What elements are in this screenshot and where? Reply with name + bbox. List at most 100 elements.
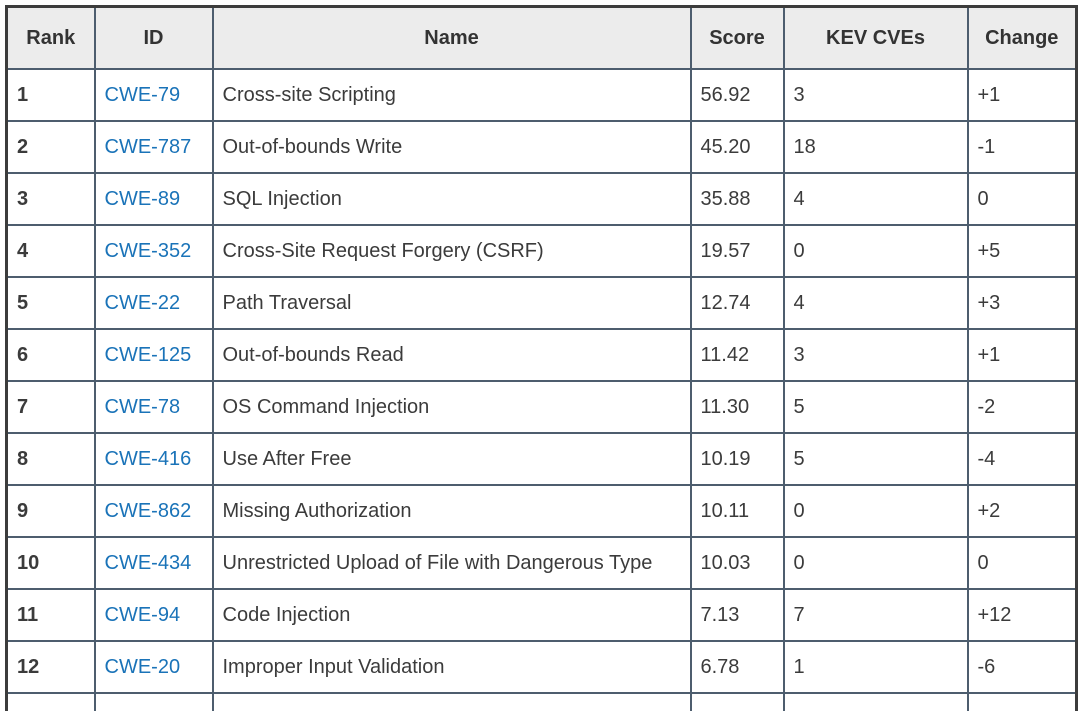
- cell-name: Path Traversal: [211, 276, 692, 330]
- column-header-kev: KEV CVEs: [782, 5, 969, 70]
- cell-change: +12: [966, 588, 1078, 642]
- cell-id: CWE-434: [93, 536, 214, 590]
- cell-kev: 0: [782, 536, 969, 590]
- table-row: 5 CWE-22 Path Traversal 12.74 4 +3: [5, 276, 1078, 330]
- column-header-score: Score: [689, 5, 785, 70]
- table-row: 1 CWE-79 Cross-site Scripting 56.92 3 +1: [5, 68, 1078, 122]
- cell-change: 0: [966, 536, 1078, 590]
- cwe-id-link[interactable]: CWE-89: [104, 188, 181, 210]
- cwe-id-link[interactable]: CWE-352: [104, 240, 192, 262]
- cell-score: 6.78: [689, 640, 785, 694]
- cell-empty: [966, 692, 1078, 711]
- cell-rank: 4: [5, 224, 96, 278]
- cell-kev: 4: [782, 276, 969, 330]
- cell-score: 35.88: [689, 172, 785, 226]
- cell-empty: [93, 692, 214, 711]
- cell-rank: 6: [5, 328, 96, 382]
- cell-id: CWE-862: [93, 484, 214, 538]
- column-header-name: Name: [211, 5, 692, 70]
- cell-id: CWE-787: [93, 120, 214, 174]
- table-row: 2 CWE-787 Out-of-bounds Write 45.20 18 -1: [5, 120, 1078, 174]
- table-row-partial: [5, 692, 1078, 711]
- cell-change: +5: [966, 224, 1078, 278]
- cell-score: 56.92: [689, 68, 785, 122]
- cell-change: +2: [966, 484, 1078, 538]
- cell-change: -4: [966, 432, 1078, 486]
- cell-id: CWE-416: [93, 432, 214, 486]
- cell-rank: 2: [5, 120, 96, 174]
- cell-empty: [689, 692, 785, 711]
- cwe-id-link[interactable]: CWE-22: [104, 292, 181, 314]
- cell-id: CWE-352: [93, 224, 214, 278]
- cwe-id-link[interactable]: CWE-434: [104, 552, 192, 574]
- cell-change: -6: [966, 640, 1078, 694]
- cell-name: Unrestricted Upload of File with Dangero…: [211, 536, 692, 590]
- cell-id: CWE-94: [93, 588, 214, 642]
- cell-name: Use After Free: [211, 432, 692, 486]
- cell-id: CWE-89: [93, 172, 214, 226]
- table-body: 1 CWE-79 Cross-site Scripting 56.92 3 +1 2 CWE-…: [5, 68, 1078, 711]
- cell-kev: 0: [782, 484, 969, 538]
- cell-change: -1: [966, 120, 1078, 174]
- cell-score: 10.03: [689, 536, 785, 590]
- cell-name: SQL Injection: [211, 172, 692, 226]
- cell-rank: 9: [5, 484, 96, 538]
- cell-kev: 1: [782, 640, 969, 694]
- cell-id: CWE-78: [93, 380, 214, 434]
- column-header-change: Change: [966, 5, 1078, 70]
- cwe-id-link[interactable]: CWE-416: [104, 448, 192, 470]
- cwe-id-link[interactable]: CWE-79: [104, 84, 181, 106]
- cell-name: Out-of-bounds Write: [211, 120, 692, 174]
- cell-change: 0: [966, 172, 1078, 226]
- cell-name: Code Injection: [211, 588, 692, 642]
- cell-id: CWE-20: [93, 640, 214, 694]
- cell-rank: 11: [5, 588, 96, 642]
- cell-kev: 0: [782, 224, 969, 278]
- cell-name: Cross-site Scripting: [211, 68, 692, 122]
- cell-rank: 12: [5, 640, 96, 694]
- cell-kev: 7: [782, 588, 969, 642]
- table-row: 7 CWE-78 OS Command Injection 11.30 5 -2: [5, 380, 1078, 434]
- cwe-id-link[interactable]: CWE-78: [104, 396, 181, 418]
- cell-id: CWE-125: [93, 328, 214, 382]
- column-header-id: ID: [93, 5, 214, 70]
- cell-change: -2: [966, 380, 1078, 434]
- cell-kev: 5: [782, 432, 969, 486]
- cell-name: OS Command Injection: [211, 380, 692, 434]
- table-row: 9 CWE-862 Missing Authorization 10.11 0 +2: [5, 484, 1078, 538]
- cwe-top25-table: Rank ID Name Score KEV CVEs Change 1 CWE-79 Cro…: [5, 5, 1078, 711]
- cell-score: 45.20: [689, 120, 785, 174]
- cell-rank: 10: [5, 536, 96, 590]
- cell-name: Out-of-bounds Read: [211, 328, 692, 382]
- cell-score: 10.19: [689, 432, 785, 486]
- table-row: 6 CWE-125 Out-of-bounds Read 11.42 3 +1: [5, 328, 1078, 382]
- cell-kev: 4: [782, 172, 969, 226]
- cell-change: +3: [966, 276, 1078, 330]
- cell-empty: [782, 692, 969, 711]
- header-row: Rank ID Name Score KEV CVEs Change: [5, 5, 1078, 70]
- cell-rank: 7: [5, 380, 96, 434]
- cwe-id-link[interactable]: CWE-787: [104, 136, 192, 158]
- cell-name: Improper Input Validation: [211, 640, 692, 694]
- cell-id: CWE-79: [93, 68, 214, 122]
- cwe-id-link[interactable]: CWE-94: [104, 604, 181, 626]
- cell-rank: 1: [5, 68, 96, 122]
- table-row: 8 CWE-416 Use After Free 10.19 5 -4: [5, 432, 1078, 486]
- column-header-rank: Rank: [5, 5, 96, 70]
- cell-rank: 8: [5, 432, 96, 486]
- cell-score: 12.74: [689, 276, 785, 330]
- cell-id: CWE-22: [93, 276, 214, 330]
- cell-score: 7.13: [689, 588, 785, 642]
- cell-kev: 3: [782, 68, 969, 122]
- cwe-id-link[interactable]: CWE-862: [104, 500, 192, 522]
- table-row: 11 CWE-94 Code Injection 7.13 7 +12: [5, 588, 1078, 642]
- cell-score: 11.30: [689, 380, 785, 434]
- cell-rank: 3: [5, 172, 96, 226]
- cell-score: 10.11: [689, 484, 785, 538]
- table-row: 12 CWE-20 Improper Input Validation 6.78 1 -6: [5, 640, 1078, 694]
- cell-kev: 18: [782, 120, 969, 174]
- table-row: 10 CWE-434 Unrestricted Upload of File wit…: [5, 536, 1078, 590]
- cwe-id-link[interactable]: CWE-125: [104, 344, 192, 366]
- cwe-id-link[interactable]: CWE-20: [104, 656, 181, 678]
- cell-empty: [211, 692, 692, 711]
